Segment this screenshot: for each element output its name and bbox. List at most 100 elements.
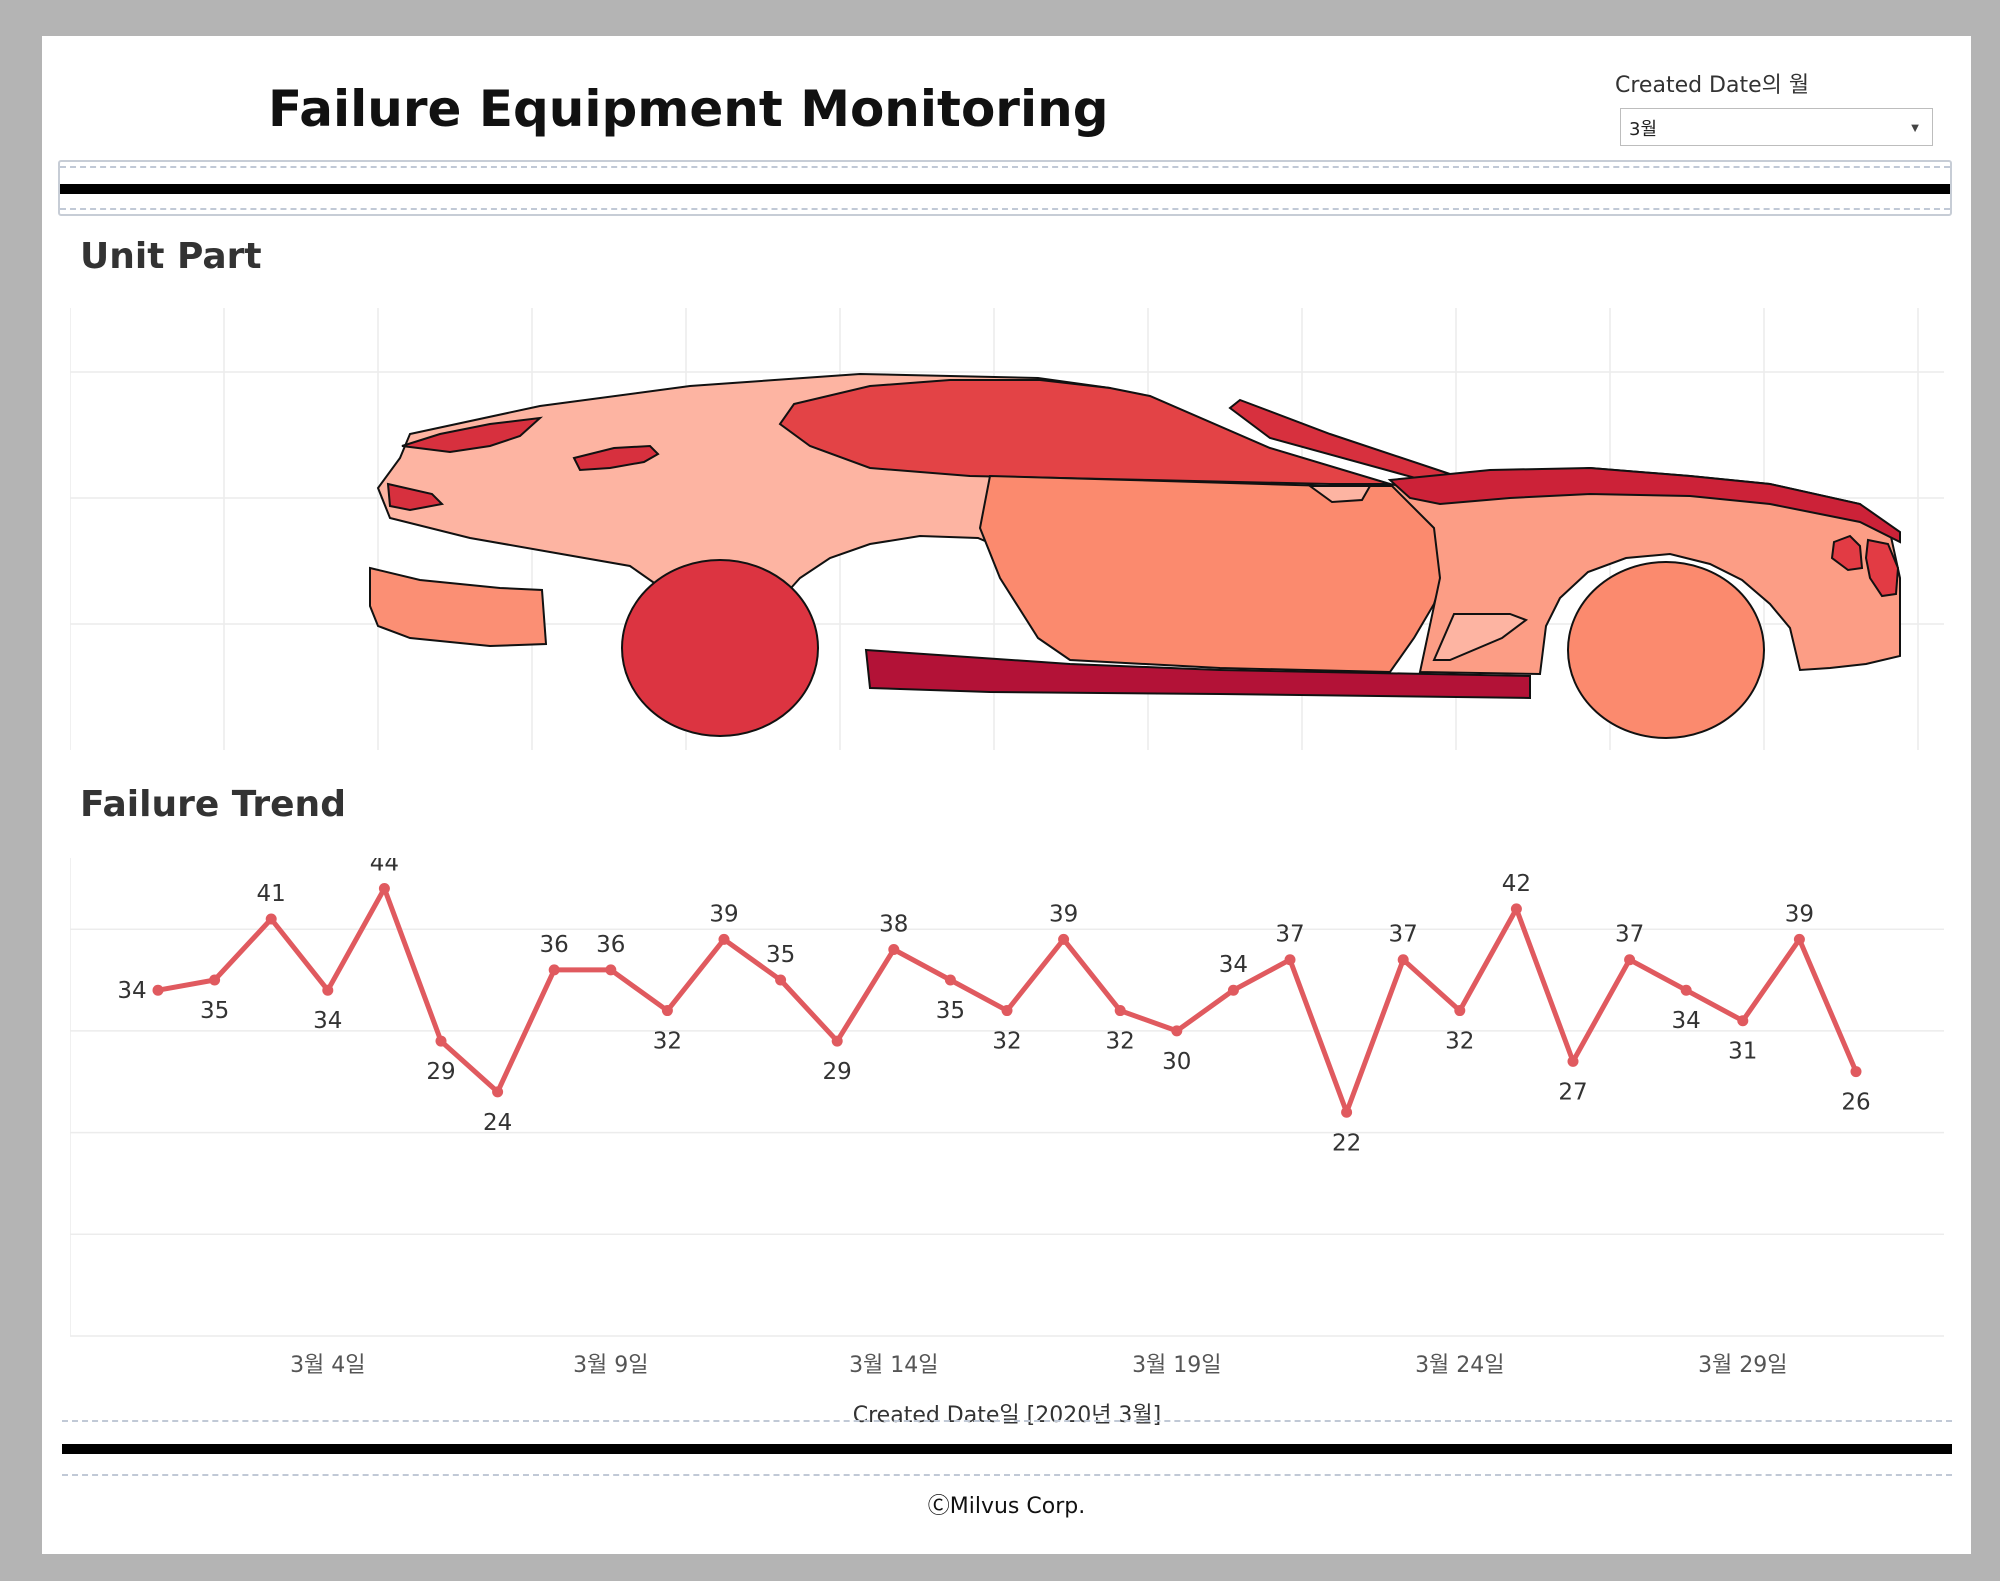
data-label: 29: [426, 1059, 455, 1085]
car-part-headlight-left[interactable]: [1830, 534, 1864, 572]
data-label: 37: [1275, 922, 1304, 948]
footer-dash-top: [62, 1420, 1952, 1422]
dashboard-sheet: Failure Equipment Monitoring Created Dat…: [42, 36, 1971, 1554]
data-label: 39: [709, 901, 738, 927]
footer-dash-bottom: [62, 1474, 1952, 1476]
data-point[interactable]: [1680, 984, 1692, 996]
data-point[interactable]: [605, 964, 617, 976]
car-part-rear-spoiler[interactable]: [401, 416, 544, 454]
data-label: 34: [1672, 1008, 1701, 1034]
month-filter-label: Created Date의 월: [1615, 73, 1810, 98]
data-label: 37: [1615, 922, 1644, 948]
failure-trend-chart: 34 35 41 34 44 29 24 36 36 32 39 35 29 38 35 32 39 32 30 34…: [70, 858, 1944, 1428]
data-point[interactable]: [1227, 984, 1239, 996]
data-point[interactable]: [435, 1035, 447, 1047]
car-part-tail-light[interactable]: [386, 482, 445, 512]
data-label: 34: [117, 978, 146, 1004]
data-point[interactable]: [265, 913, 277, 925]
data-label: 32: [1106, 1029, 1135, 1055]
month-filter-dropdown[interactable]: 3월 ▼: [1620, 108, 1933, 146]
car-part-rear-bumper[interactable]: [369, 566, 548, 648]
data-label: 27: [1558, 1079, 1587, 1105]
data-label: 34: [313, 1008, 342, 1034]
data-label: 39: [1785, 901, 1814, 927]
data-point[interactable]: [1001, 1005, 1013, 1017]
data-point[interactable]: [1624, 954, 1636, 966]
data-point[interactable]: [492, 1086, 504, 1098]
car-part-mirror[interactable]: [1306, 485, 1372, 504]
chart-gridlines: [70, 858, 1944, 1337]
data-point[interactable]: [1397, 954, 1409, 966]
x-tick-label: 3월 9일: [573, 1353, 648, 1378]
data-point[interactable]: [775, 974, 787, 986]
data-point[interactable]: [378, 883, 390, 895]
car-part-side-vent[interactable]: [572, 444, 660, 472]
data-point[interactable]: [1284, 954, 1296, 966]
data-label: 34: [1219, 952, 1248, 978]
copyright-text: ⒸMilvus Corp.: [927, 1494, 1086, 1519]
data-point[interactable]: [1737, 1015, 1749, 1027]
divider-dash-bottom: [60, 208, 1950, 210]
data-label: 36: [596, 932, 625, 958]
data-point[interactable]: [322, 984, 334, 996]
dashboard-title: Failure Equipment Monitoring: [268, 80, 1109, 138]
data-point[interactable]: [209, 974, 221, 986]
divider-dash-top: [60, 166, 1950, 168]
data-label: 29: [823, 1059, 852, 1085]
data-point[interactable]: [888, 944, 900, 956]
data-label: 41: [257, 881, 286, 907]
data-label: 24: [483, 1110, 512, 1136]
data-label: 35: [766, 942, 795, 968]
data-point[interactable]: [661, 1005, 673, 1017]
data-label: 32: [653, 1029, 682, 1055]
car-part-front-wheel[interactable]: [1567, 561, 1765, 739]
data-label: 32: [992, 1029, 1021, 1055]
data-point[interactable]: [1058, 933, 1070, 945]
x-axis-ticks: 3월 4일 3월 9일 3월 14일 3월 19일 3월 24일 3월 29일: [290, 1353, 1787, 1378]
data-point[interactable]: [718, 933, 730, 945]
month-filter-value: 3월: [1629, 119, 1658, 140]
data-point[interactable]: [1850, 1066, 1862, 1078]
data-label: 39: [1049, 901, 1078, 927]
x-tick-label: 3월 14일: [849, 1353, 938, 1378]
data-label: 32: [1445, 1029, 1474, 1055]
data-point[interactable]: [944, 974, 956, 986]
data-point[interactable]: [1341, 1106, 1353, 1118]
data-point[interactable]: [548, 964, 560, 976]
data-label: 31: [1728, 1039, 1757, 1065]
footer-thick-line: [62, 1444, 1952, 1454]
x-axis-title: Created Date일 [2020년 3월]: [853, 1403, 1162, 1428]
data-point[interactable]: [1114, 1005, 1126, 1017]
car-part-headlight-right[interactable]: [1864, 538, 1900, 598]
header-divider: [58, 160, 1952, 216]
data-label: 38: [879, 912, 908, 938]
divider-thick-line: [60, 184, 1950, 194]
car-part-fog-light[interactable]: [1432, 613, 1529, 661]
chevron-down-icon[interactable]: ▼: [1908, 119, 1922, 135]
data-label: 36: [540, 932, 569, 958]
car-part-side-skirt[interactable]: [864, 648, 1531, 700]
x-tick-label: 3월 4일: [290, 1353, 365, 1378]
unit-part-car-map: [70, 308, 1944, 750]
data-points: [152, 883, 1862, 1118]
x-tick-label: 3월 19일: [1132, 1353, 1221, 1378]
failure-trend-title: Failure Trend: [80, 784, 346, 825]
data-point[interactable]: [1510, 903, 1522, 915]
data-label: 22: [1332, 1130, 1361, 1156]
data-point[interactable]: [152, 984, 164, 996]
data-point[interactable]: [1567, 1055, 1579, 1067]
car-part-door[interactable]: [978, 474, 1444, 674]
data-labels: 34 35 41 34 44 29 24 36 36 32 39 35 29 38 35 32 39 32 30 34…: [117, 858, 1870, 1156]
car-part-rear-wheel[interactable]: [621, 559, 819, 737]
data-label: 35: [200, 998, 229, 1024]
data-label: 26: [1841, 1090, 1870, 1116]
x-tick-label: 3월 29일: [1698, 1353, 1787, 1378]
data-label: 44: [370, 858, 399, 877]
data-point[interactable]: [1171, 1025, 1183, 1037]
data-point[interactable]: [1454, 1005, 1466, 1017]
x-tick-label: 3월 24일: [1415, 1353, 1504, 1378]
data-point[interactable]: [1793, 933, 1805, 945]
car-part-hood[interactable]: [1387, 466, 1901, 544]
data-point[interactable]: [831, 1035, 843, 1047]
series-line: [157, 886, 1859, 1115]
